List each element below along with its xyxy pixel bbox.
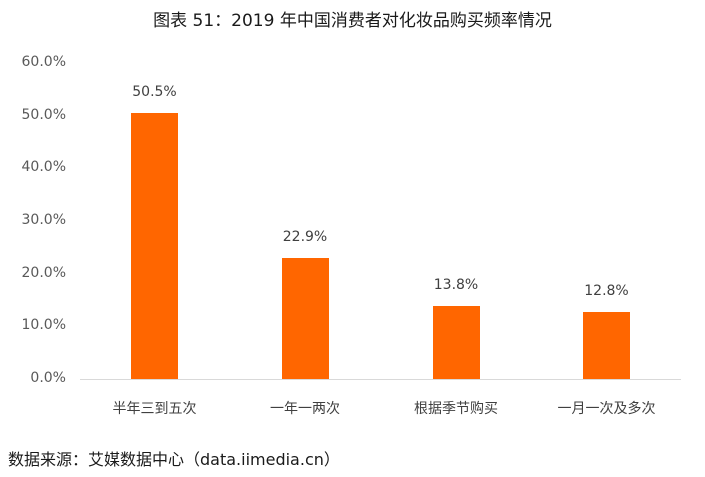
data-label: 22.9% xyxy=(282,229,328,246)
data-label: 12.8% xyxy=(584,282,629,299)
source-note: 数据来源：艾媒数据中心（data.iimedia.cn） xyxy=(8,450,340,469)
y-tick-label: 20.0% xyxy=(21,264,66,281)
bar xyxy=(281,258,329,379)
y-tick-label: 40.0% xyxy=(21,159,66,176)
data-label: 13.8% xyxy=(433,277,479,294)
y-tick-label: 30.0% xyxy=(21,212,66,228)
chart-title: 图表 51：2019 年中国消费者对化妆品购买频率情况 xyxy=(153,11,552,31)
y-tick-label: 0.0% xyxy=(30,370,66,386)
x-tick-label: 半年三到五次 xyxy=(112,401,197,417)
bar xyxy=(583,311,630,379)
y-tick-label: 50.0% xyxy=(21,106,66,123)
bar xyxy=(131,113,178,379)
x-axis-line xyxy=(80,379,681,380)
x-tick-label: 一月一次及多次 xyxy=(557,401,656,417)
data-label: 50.5% xyxy=(132,84,177,101)
x-tick-label: 一年一两次 xyxy=(270,401,340,417)
y-tick-label: 10.0% xyxy=(21,317,66,334)
y-tick-label: 60.0% xyxy=(21,54,66,70)
x-tick-label: 根据季节购买 xyxy=(414,401,498,417)
bar xyxy=(432,306,480,379)
